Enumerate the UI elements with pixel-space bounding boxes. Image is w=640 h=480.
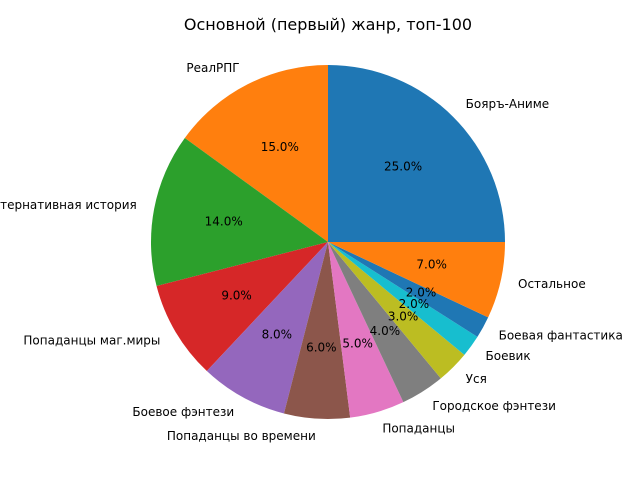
slice-label-5: Попаданцы во времени: [167, 429, 316, 443]
slice-percent-10: 2.0%: [406, 286, 437, 300]
pie-labels: Бояръ-Аниме 25.0% РеалРПГ 15.0% Альтернативн…: [0, 61, 623, 443]
pie-slice-9: [328, 242, 478, 355]
slice-label-8: Уся: [466, 372, 487, 386]
slice-label-2: Альтернативная история: [0, 198, 137, 212]
pie-slice-5: [283, 242, 351, 419]
pie-slice-0: [328, 65, 505, 242]
pie-slice-7: [328, 242, 441, 403]
slice-label-7: Городское фэнтези: [432, 399, 556, 413]
pie-slice-6: [328, 242, 404, 418]
slice-label-3: Попаданцы маг.миры: [23, 334, 160, 348]
slice-percent-0: 25.0%: [384, 159, 422, 173]
slice-label-4: Боевое фэнтези: [132, 405, 234, 419]
slice-percent-2: 14.0%: [205, 215, 243, 229]
slice-label-6: Попаданцы: [382, 421, 455, 435]
slice-label-0: Бояръ-Аниме: [466, 97, 550, 111]
pie-slice-8: [328, 242, 465, 379]
pie-slices: [150, 64, 505, 419]
pie-slice-4: [206, 242, 328, 414]
slice-percent-11: 7.0%: [416, 258, 447, 272]
pie-slice-11: [328, 242, 505, 318]
slice-label-1: РеалРПГ: [186, 61, 239, 75]
slice-percent-6: 5.0%: [342, 336, 373, 350]
slice-label-10: Боевая фантастика: [499, 328, 623, 342]
pie-slice-3: [156, 242, 328, 372]
chart-title: Основной (первый) жанр, топ-100: [184, 15, 472, 34]
slice-percent-3: 9.0%: [221, 289, 252, 303]
slice-label-11: Остальное: [518, 277, 586, 291]
slice-percent-8: 3.0%: [388, 310, 419, 324]
pie-slice-10: [328, 242, 489, 337]
slice-percent-5: 6.0%: [306, 340, 337, 354]
slice-percent-9: 2.0%: [399, 297, 430, 311]
slice-label-9: Боевик: [486, 349, 531, 363]
slice-percent-1: 15.0%: [261, 140, 299, 154]
slice-percent-4: 8.0%: [262, 328, 293, 342]
pie-slice-2: [150, 137, 328, 287]
pie-slice-1: [184, 64, 328, 242]
slice-percent-7: 4.0%: [370, 324, 401, 338]
